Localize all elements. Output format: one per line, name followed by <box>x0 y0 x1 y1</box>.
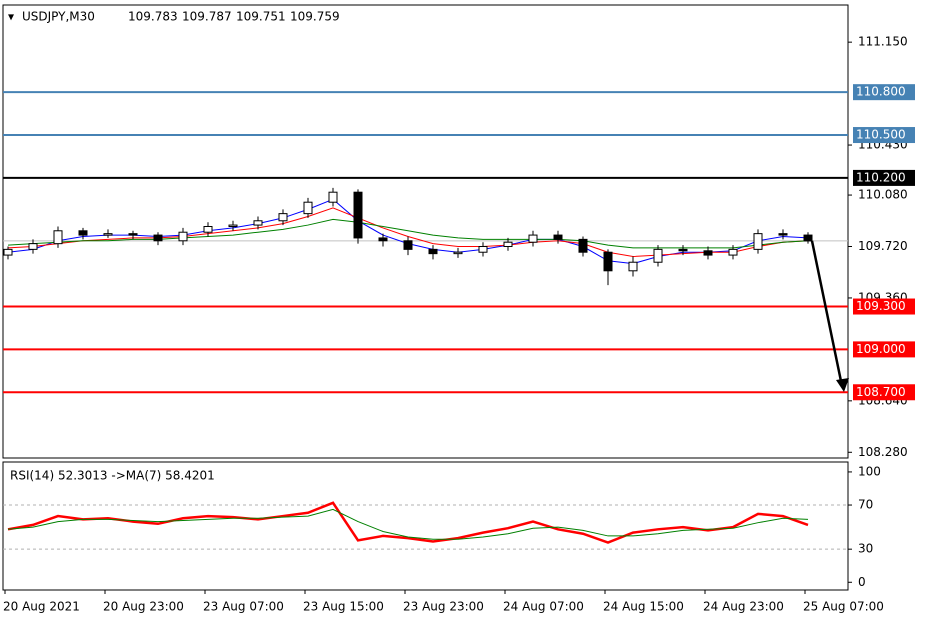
y-tick-label: 111.150 <box>858 35 908 49</box>
symbol: USDJPY,M30 <box>22 10 95 24</box>
level-label-box <box>853 384 915 401</box>
candle-body <box>603 251 613 272</box>
candle-body <box>403 240 413 250</box>
forecast-arrow <box>810 240 844 387</box>
level-label: 108.700 <box>856 385 906 399</box>
level-label-box <box>853 298 915 315</box>
y-tick-label: 100 <box>858 464 881 478</box>
y-tick-label: 108.280 <box>858 445 908 459</box>
candle-body <box>178 231 188 242</box>
candle-body <box>353 191 363 239</box>
x-tick-label: 24 Aug 23:00 <box>703 600 784 614</box>
candle-body <box>303 201 313 215</box>
candle-body <box>228 224 238 227</box>
candle-body <box>453 251 463 255</box>
y-tick-label: 30 <box>858 542 873 556</box>
y-tick-label: 0 <box>858 575 866 589</box>
x-tick-label: 20 Aug 23:00 <box>103 600 184 614</box>
candle-body <box>478 246 488 253</box>
level-label-box <box>853 127 915 144</box>
level-label: 109.000 <box>856 342 906 356</box>
candle-body <box>78 230 88 236</box>
x-tick-label: 23 Aug 15:00 <box>303 600 384 614</box>
candle-body <box>703 250 713 256</box>
candle-body <box>678 248 688 252</box>
rsi-title: RSI(14) 52.3013 ->MA(7) 58.4201 <box>10 469 215 483</box>
y-tick-label: 109.720 <box>858 239 908 253</box>
rsi-panel <box>2 461 849 591</box>
candle-body <box>553 234 563 240</box>
x-tick-label: 24 Aug 15:00 <box>603 600 684 614</box>
candle-body <box>128 233 138 236</box>
x-tick-label: 23 Aug 23:00 <box>403 600 484 614</box>
candle-body <box>753 233 763 250</box>
x-tick-label: 25 Aug 07:00 <box>803 600 884 614</box>
header-value: 109.751 <box>236 10 286 24</box>
level-label: 109.300 <box>856 299 906 313</box>
candle-body <box>728 248 738 256</box>
level-label: 110.200 <box>856 170 906 184</box>
level-label: 110.500 <box>856 128 906 142</box>
candle-body <box>778 233 788 236</box>
candle-body <box>378 237 388 242</box>
header-value: 109.783 <box>128 10 178 24</box>
level-label-box <box>853 341 915 358</box>
x-tick-label: 20 Aug 2021 <box>3 600 80 614</box>
symbol-marker: ▾ <box>8 10 14 24</box>
candle-body <box>53 230 63 245</box>
candle-body <box>28 243 38 250</box>
line-series <box>7 218 809 249</box>
line-series <box>7 501 809 544</box>
candle-body <box>628 261 638 272</box>
candle-body <box>328 191 338 203</box>
header-value: 109.787 <box>182 10 232 24</box>
price-panel <box>2 4 849 459</box>
candle-body <box>253 220 263 226</box>
x-tick-label: 24 Aug 07:00 <box>503 600 584 614</box>
level-label: 110.800 <box>856 85 906 99</box>
candle-body <box>578 238 588 253</box>
candle-body <box>103 233 113 236</box>
level-label-box <box>853 84 915 101</box>
candle-body <box>203 225 213 233</box>
candle-body <box>3 248 13 256</box>
header-value: 109.759 <box>290 10 340 24</box>
candle-body <box>653 248 663 263</box>
x-tick-label: 23 Aug 07:00 <box>203 600 284 614</box>
candle-body <box>803 234 813 242</box>
line-series <box>7 508 809 540</box>
y-tick-label: 70 <box>858 498 873 512</box>
y-tick-label: 110.080 <box>858 188 908 202</box>
candle-body <box>428 248 438 255</box>
forecast-arrowhead <box>836 378 849 392</box>
candle-body <box>278 213 288 222</box>
candle-body <box>153 234 163 242</box>
candle-body <box>528 234 538 243</box>
candle-body <box>503 241 513 248</box>
level-label-box <box>853 169 915 186</box>
